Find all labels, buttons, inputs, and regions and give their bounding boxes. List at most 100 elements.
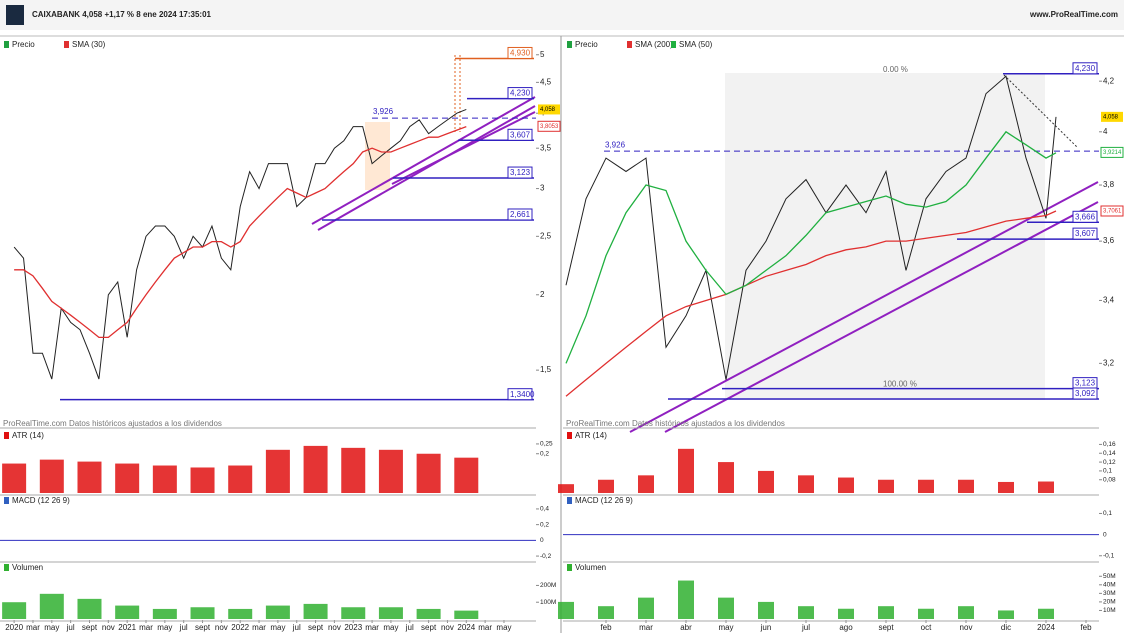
y-tick-label: 2,5 — [540, 231, 552, 240]
level-box — [1072, 210, 1098, 223]
volume-bar — [1038, 608, 1054, 619]
y-tick-label: 0,1 — [1103, 510, 1112, 517]
x-tick-label: sept — [82, 623, 98, 632]
x-tick-label: jul — [66, 623, 75, 632]
fibonacci-area — [725, 73, 1045, 400]
y-tick-label: 0 — [1103, 531, 1107, 538]
y-tick-label: 0,2 — [540, 521, 549, 528]
atr-bar — [341, 447, 366, 493]
level-box — [1072, 227, 1098, 240]
volume-bar — [341, 607, 366, 619]
level-label: 3,123 — [510, 168, 531, 177]
x-tick-label: 2022 — [231, 623, 249, 632]
level-label: 3,092 — [1075, 389, 1096, 398]
volume-bar — [416, 608, 441, 619]
x-tick-label: sept — [878, 623, 894, 632]
x-tick-label: nov — [960, 623, 973, 632]
price-tag — [1100, 146, 1124, 158]
data-note: ProRealTime.com Datos históricos ajustad… — [3, 419, 222, 428]
x-tick-label: jul — [405, 623, 414, 632]
legend-swatch — [567, 41, 572, 48]
x-tick-label: jun — [760, 623, 772, 632]
y-tick-label: 20M — [1103, 599, 1116, 606]
y-tick-label: 0,16 — [1103, 441, 1116, 448]
y-tick-label: 4 — [1103, 127, 1108, 136]
level-label: 2,661 — [510, 210, 531, 219]
panel-title: Volumen — [575, 563, 606, 572]
x-tick-label: 2024 — [457, 623, 475, 632]
y-tick-label: 0 — [540, 537, 544, 544]
x-tick-label: nov — [328, 623, 341, 632]
level-box — [507, 166, 533, 179]
x-tick-label: 2024 — [1037, 623, 1055, 632]
x-tick-label: may — [270, 623, 285, 632]
y-tick-label: 4,2 — [1103, 76, 1115, 85]
trendline — [664, 201, 1099, 433]
atr-bar — [115, 463, 140, 493]
price-tag-label: 4,058 — [1103, 114, 1119, 120]
atr-bar — [190, 467, 215, 493]
atr-bar — [918, 479, 934, 493]
y-tick-label: 40M — [1103, 582, 1116, 589]
trendline — [317, 105, 536, 231]
trendline-dotted — [1003, 74, 1079, 149]
y-tick-label: 0,08 — [1103, 476, 1116, 483]
level-box — [507, 208, 533, 221]
legend-entry: SMA (50) — [679, 40, 713, 49]
level-box — [507, 87, 533, 100]
volume-bar — [718, 597, 734, 619]
atr-bar — [303, 445, 328, 493]
price-tag-label: 3,7061 — [1103, 209, 1122, 215]
volume-bar — [798, 606, 814, 619]
moving-average — [565, 210, 1057, 397]
level-label: 3,926 — [605, 140, 626, 149]
y-tick-label: 1,5 — [540, 365, 552, 374]
atr-bar — [416, 453, 441, 493]
level-label: 1,3400 — [510, 390, 535, 399]
y-tick-label: 0,2 — [540, 450, 549, 457]
app-icon[interactable] — [6, 5, 24, 25]
x-tick-label: may — [44, 623, 59, 632]
level-box — [507, 388, 533, 401]
price-tag-label: 4,058 — [540, 107, 556, 113]
atr-bar — [558, 484, 574, 493]
volume-bar — [378, 607, 403, 619]
x-tick-label: dic — [1001, 623, 1011, 632]
level-label: 3,123 — [1075, 379, 1096, 388]
legend-entry: Precio — [12, 40, 35, 49]
x-tick-label: oct — [921, 623, 932, 632]
atr-bar — [718, 462, 734, 493]
legend-entry: SMA (200) — [635, 40, 673, 49]
trendline — [391, 111, 536, 185]
y-tick-label: 3 — [540, 184, 545, 193]
panel-title: ATR (14) — [12, 431, 44, 440]
y-tick-label: 5 — [540, 50, 545, 59]
y-tick-label: 0,12 — [1103, 459, 1116, 466]
atr-bar — [2, 463, 27, 493]
y-tick-label: 3,4 — [1103, 296, 1115, 305]
level-label: 4,230 — [510, 89, 531, 98]
level-label: 3,607 — [1075, 229, 1096, 238]
y-tick-label: 0,4 — [540, 506, 549, 513]
y-tick-label: 3,5 — [540, 143, 552, 152]
y-tick-label: -0,2 — [540, 553, 552, 560]
header-bar — [0, 0, 1124, 30]
legend-swatch — [4, 41, 9, 48]
x-tick-label: feb — [600, 623, 612, 632]
moving-average — [565, 130, 1057, 364]
atr-bar — [798, 475, 814, 493]
charts: Precio SMA (30) ProRealTime.com Datos hist… — [0, 40, 1124, 632]
volume-bar — [918, 608, 934, 619]
atr-bar — [878, 479, 894, 493]
x-tick-label: 2020 — [5, 623, 23, 632]
price-line — [13, 108, 467, 380]
atr-bar — [152, 465, 177, 493]
x-tick-label: feb — [1080, 623, 1092, 632]
legend-entry: Precio — [575, 40, 598, 49]
volume-bar — [878, 606, 894, 619]
y-tick-label: 0,1 — [1103, 468, 1112, 475]
data-note: ProRealTime.com Datos históricos ajustad… — [566, 419, 785, 428]
volume-bar — [77, 598, 102, 619]
x-tick-label: nov — [441, 623, 454, 632]
volume-bar — [838, 608, 854, 619]
